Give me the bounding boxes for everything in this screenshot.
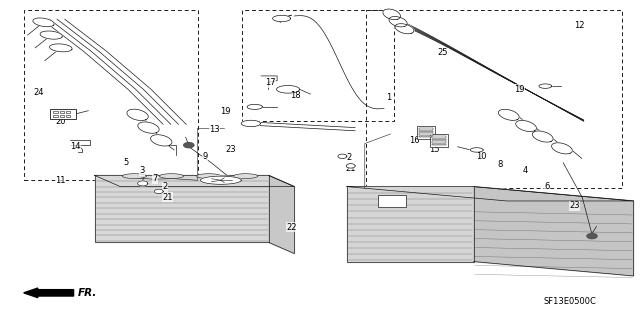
- Polygon shape: [474, 187, 634, 276]
- Ellipse shape: [159, 174, 184, 179]
- Text: 24: 24: [33, 88, 44, 97]
- Ellipse shape: [122, 174, 147, 179]
- Ellipse shape: [234, 174, 258, 179]
- Ellipse shape: [196, 174, 221, 179]
- Text: 9: 9: [202, 152, 207, 161]
- Bar: [419, 133, 433, 135]
- Text: 2: 2: [346, 153, 351, 162]
- Polygon shape: [154, 189, 163, 194]
- Polygon shape: [138, 122, 159, 133]
- Bar: [432, 136, 446, 138]
- Bar: [419, 128, 433, 130]
- Polygon shape: [95, 175, 269, 242]
- Text: 10: 10: [476, 152, 486, 161]
- Bar: [60, 111, 64, 113]
- Bar: [419, 136, 433, 137]
- Text: 19: 19: [220, 107, 230, 116]
- Polygon shape: [470, 148, 483, 152]
- Polygon shape: [247, 104, 262, 109]
- Bar: [419, 131, 433, 132]
- Polygon shape: [338, 154, 347, 159]
- Polygon shape: [33, 18, 54, 27]
- Polygon shape: [276, 85, 300, 93]
- Bar: [53, 115, 58, 117]
- Text: 17: 17: [265, 78, 275, 87]
- Bar: [378, 195, 406, 207]
- Polygon shape: [127, 109, 148, 121]
- Bar: [417, 126, 435, 139]
- Polygon shape: [150, 135, 172, 146]
- Text: 8: 8: [498, 160, 503, 169]
- Bar: [60, 115, 64, 117]
- Polygon shape: [347, 187, 634, 201]
- Polygon shape: [269, 175, 294, 254]
- Polygon shape: [532, 131, 553, 142]
- Polygon shape: [499, 109, 519, 120]
- Bar: [432, 141, 446, 143]
- Bar: [366, 10, 622, 188]
- Polygon shape: [587, 234, 597, 239]
- Text: 20: 20: [56, 117, 66, 126]
- Text: SF13E0500C: SF13E0500C: [543, 297, 596, 306]
- Text: 23: 23: [570, 201, 580, 210]
- Text: 12: 12: [574, 21, 584, 30]
- Polygon shape: [347, 187, 474, 262]
- Text: 14: 14: [70, 142, 81, 151]
- Polygon shape: [516, 121, 536, 131]
- Polygon shape: [138, 181, 148, 186]
- Text: 23: 23: [225, 145, 236, 154]
- Bar: [430, 134, 448, 147]
- Polygon shape: [383, 9, 401, 20]
- Text: FR.: FR.: [78, 288, 97, 298]
- Bar: [66, 111, 70, 113]
- Polygon shape: [95, 175, 294, 187]
- Text: 5: 5: [124, 158, 129, 167]
- Text: 4: 4: [522, 166, 527, 175]
- Polygon shape: [395, 24, 414, 34]
- Polygon shape: [49, 44, 72, 52]
- Bar: [242, 10, 394, 121]
- Text: 3: 3: [140, 166, 145, 175]
- Polygon shape: [346, 164, 355, 168]
- Bar: [66, 115, 70, 117]
- Text: 19: 19: [515, 85, 525, 94]
- Text: 18: 18: [291, 91, 301, 100]
- Text: 7: 7: [152, 174, 157, 183]
- Text: 25: 25: [438, 48, 448, 57]
- Bar: [50, 109, 76, 119]
- Bar: [53, 111, 58, 113]
- Text: 13: 13: [209, 125, 220, 134]
- Polygon shape: [40, 31, 62, 39]
- Text: 16: 16: [410, 136, 420, 145]
- Bar: [432, 139, 446, 140]
- Text: 21: 21: [163, 193, 173, 202]
- Text: 6: 6: [545, 182, 550, 191]
- Polygon shape: [389, 17, 407, 27]
- Text: 15: 15: [429, 145, 439, 154]
- Polygon shape: [184, 143, 194, 148]
- Text: 1: 1: [387, 93, 392, 102]
- Bar: [432, 144, 446, 145]
- Polygon shape: [552, 143, 572, 154]
- FancyArrow shape: [24, 288, 74, 298]
- Polygon shape: [241, 120, 260, 127]
- Text: 22: 22: [286, 223, 296, 232]
- Text: 11: 11: [56, 176, 66, 185]
- Text: 21: 21: [346, 164, 356, 173]
- Text: 2: 2: [163, 182, 168, 191]
- Polygon shape: [539, 84, 552, 88]
- Polygon shape: [273, 15, 291, 22]
- Bar: [24, 10, 198, 180]
- Polygon shape: [200, 176, 241, 184]
